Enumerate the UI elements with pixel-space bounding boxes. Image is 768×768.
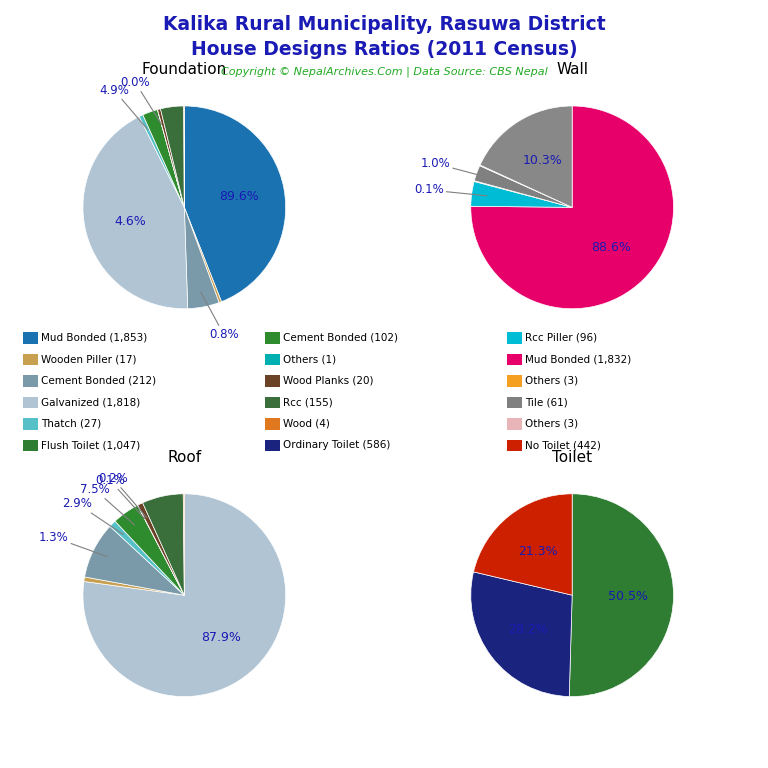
Wedge shape [471,572,572,697]
Text: Others (3): Others (3) [525,419,578,429]
Wedge shape [137,505,184,595]
Wedge shape [83,117,187,309]
Wedge shape [480,106,572,207]
Wedge shape [474,180,572,207]
Title: Toilet: Toilet [552,449,592,465]
Text: Flush Toilet (1,047): Flush Toilet (1,047) [41,440,141,451]
Wedge shape [471,106,674,309]
Wedge shape [475,166,572,207]
Text: 0.8%: 0.8% [200,292,239,341]
Text: 10.3%: 10.3% [522,154,562,167]
Text: Others (1): Others (1) [283,354,336,365]
Text: Ordinary Toilet (586): Ordinary Toilet (586) [283,440,391,451]
Title: Roof: Roof [167,449,201,465]
Wedge shape [137,503,184,595]
Text: Others (3): Others (3) [525,376,578,386]
Text: Wood (4): Wood (4) [283,419,330,429]
Wedge shape [143,494,184,595]
Wedge shape [471,181,572,207]
Text: Mud Bonded (1,853): Mud Bonded (1,853) [41,333,147,343]
Text: 7.5%: 7.5% [80,483,134,525]
Text: Mud Bonded (1,832): Mud Bonded (1,832) [525,354,631,365]
Text: Rcc Piller (96): Rcc Piller (96) [525,333,598,343]
Wedge shape [480,165,572,207]
Wedge shape [83,494,286,697]
Wedge shape [161,106,184,207]
Title: Wall: Wall [556,61,588,77]
Text: Cement Bonded (212): Cement Bonded (212) [41,376,157,386]
Text: Thatch (27): Thatch (27) [41,419,101,429]
Text: 21.3%: 21.3% [518,545,558,558]
Text: Wooden Piller (17): Wooden Piller (17) [41,354,137,365]
Text: 1.0%: 1.0% [420,157,491,178]
Wedge shape [474,494,572,595]
Wedge shape [84,526,184,595]
Wedge shape [569,494,674,697]
Wedge shape [184,106,286,302]
Text: 87.9%: 87.9% [201,631,241,644]
Title: Foundation: Foundation [141,61,227,77]
Text: 4.6%: 4.6% [114,214,146,227]
Text: 50.5%: 50.5% [608,590,648,603]
Wedge shape [139,115,184,207]
Text: 4.9%: 4.9% [99,84,147,130]
Text: 28.2%: 28.2% [508,623,548,636]
Text: 0.0%: 0.0% [121,76,161,124]
Text: Rcc (155): Rcc (155) [283,397,333,408]
Text: 1.3%: 1.3% [38,531,108,557]
Text: 89.6%: 89.6% [219,190,259,204]
Wedge shape [184,207,219,309]
Text: 0.1%: 0.1% [414,184,487,197]
Text: Cement Bonded (102): Cement Bonded (102) [283,333,399,343]
Wedge shape [143,110,184,207]
Wedge shape [110,521,184,595]
Text: Galvanized (1,818): Galvanized (1,818) [41,397,141,408]
Text: 0.1%: 0.1% [94,474,144,518]
Wedge shape [115,505,184,595]
Text: Copyright © NepalArchives.Com | Data Source: CBS Nepal: Copyright © NepalArchives.Com | Data Sou… [220,66,548,77]
Text: No Toilet (442): No Toilet (442) [525,440,601,451]
Wedge shape [184,207,221,303]
Wedge shape [84,577,184,595]
Text: Kalika Rural Municipality, Rasuwa District: Kalika Rural Municipality, Rasuwa Distri… [163,15,605,35]
Text: 88.6%: 88.6% [591,240,631,253]
Text: House Designs Ratios (2011 Census): House Designs Ratios (2011 Census) [190,40,578,59]
Text: Wood Planks (20): Wood Planks (20) [283,376,374,386]
Text: 0.2%: 0.2% [98,472,147,518]
Wedge shape [157,109,184,207]
Text: 2.9%: 2.9% [62,497,123,535]
Text: Tile (61): Tile (61) [525,397,568,408]
Wedge shape [157,110,184,207]
